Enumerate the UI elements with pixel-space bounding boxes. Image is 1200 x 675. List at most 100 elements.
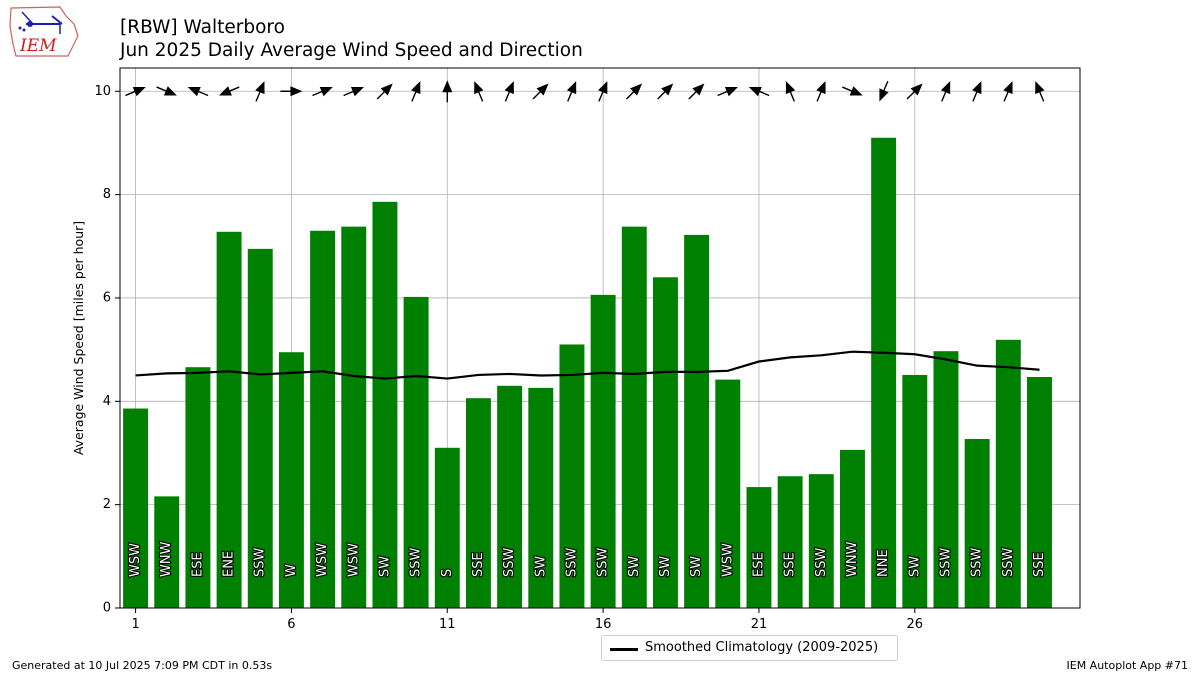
direction-label-day-13: SSW [502,547,517,577]
legend-line-swatch [610,648,638,651]
direction-label-day-21: ESE [751,552,766,577]
wind-arrow-day-26 [906,83,923,100]
y-tick-label: 8 [103,187,111,202]
wind-arrow-day-23 [816,81,826,102]
bar-day-12 [465,398,491,608]
plot-frame [119,67,1081,609]
direction-label-day-7: WSW [315,543,330,577]
bar-day-16 [590,294,616,608]
wind-arrow-day-20 [717,87,738,97]
direction-label-day-3: ESE [190,552,205,577]
bar-day-6 [278,352,304,608]
direction-label-day-28: SSW [970,547,985,577]
wind-arrow-day-25 [879,80,889,102]
bar-day-11 [434,447,460,608]
x-tick-label: 6 [287,617,295,632]
wind-arrow-day-21 [748,87,770,97]
wind-arrow-day-6 [280,86,303,97]
direction-label-day-14: SW [533,556,548,577]
wind-arrow-day-14 [532,83,549,100]
direction-label-day-19: SW [689,556,704,577]
wind-arrow-day-3 [187,87,209,97]
bar-day-24 [840,449,865,608]
direction-label-day-18: SW [658,556,673,577]
bar-day-3 [185,367,211,608]
direction-label-day-22: SSE [783,552,798,577]
bar-day-5 [247,248,273,608]
chart-title: [RBW] Walterboro [120,17,285,38]
bar-day-18 [652,277,678,608]
wind-arrow-day-18 [657,83,674,100]
wind-arrow-day-10 [411,81,421,102]
y-tick-label: 0 [103,601,111,616]
bar-day-23 [808,474,834,608]
direction-label-day-1: WSW [128,543,143,577]
wind-arrow-day-8 [343,87,364,97]
wind-arrow-day-24 [842,86,863,96]
bar-day-13 [497,385,523,608]
x-tick-label: 1 [131,617,139,632]
direction-label-day-24: WNW [845,541,860,577]
bar-day-4 [216,231,242,609]
x-tick-label: 26 [907,617,924,632]
bar-day-25 [871,137,897,608]
y-tick-label: 10 [94,84,111,99]
legend: Smoothed Climatology (2009-2025) [601,635,898,661]
y-tick-label: 2 [103,497,111,512]
bar-day-8 [341,226,367,608]
bar-day-1 [123,408,149,608]
bars [123,137,1052,609]
bar-day-15 [559,344,585,608]
wind-arrow-day-19 [688,83,705,100]
wind-arrow-day-12 [474,81,484,102]
generated-timestamp: Generated at 10 Jul 2025 7:09 PM CDT in … [12,659,273,672]
bar-day-2 [154,496,180,608]
bar-day-30 [1027,377,1052,608]
direction-label-day-17: SW [627,556,642,577]
logo-text: IEM [19,36,57,56]
bar-day-7 [310,230,336,608]
bar-day-22 [777,476,803,608]
wind-arrow-day-1 [125,87,146,97]
wind-arrow-day-27 [940,81,951,102]
direction-label-day-25: NNE [876,549,891,577]
bar-day-19 [684,234,710,608]
direction-label-day-5: SSW [253,547,268,577]
bar-day-21 [746,487,772,608]
direction-label-day-20: WSW [720,543,735,577]
direction-label-day-16: SSW [596,547,611,577]
direction-label-day-26: SW [907,556,922,577]
bar-day-10 [403,296,429,608]
wind-arrow-day-11 [442,80,453,103]
app-credit: IEM Autoplot App #71 [1066,659,1189,672]
bar-day-28 [964,439,990,608]
direction-label-day-12: SSE [471,552,486,577]
climatology-series [135,350,1040,380]
direction-label-day-27: SSW [938,547,953,577]
wind-arrow-day-5 [255,81,265,102]
direction-label-day-29: SSW [1001,547,1016,577]
x-tick-label: 21 [751,617,768,632]
wind-arrows [125,80,1045,103]
direction-label-day-11: S [440,569,455,577]
bar-day-17 [621,226,647,608]
wind-arrow-day-7 [312,87,333,97]
x-tick-label: 16 [595,617,612,632]
wind-arrow-day-9 [376,83,393,100]
wind-arrow-day-29 [1003,81,1013,102]
wind-arrow-day-28 [972,81,982,102]
y-axis-label: Average Wind Speed [miles per hour] [71,221,86,455]
direction-label-day-30: SSE [1032,552,1047,577]
wind-arrow-day-2 [156,86,177,96]
bar-day-20 [715,379,741,608]
wind-arrow-day-15 [566,81,577,102]
bar-day-9 [372,201,398,608]
direction-label-day-23: SSW [814,547,829,577]
direction-label-day-8: WSW [346,543,361,577]
wind-arrow-day-22 [785,81,796,102]
y-tick-label: 6 [103,290,111,305]
direction-label-day-9: SW [377,556,392,577]
direction-label-day-4: ENE [222,551,237,577]
